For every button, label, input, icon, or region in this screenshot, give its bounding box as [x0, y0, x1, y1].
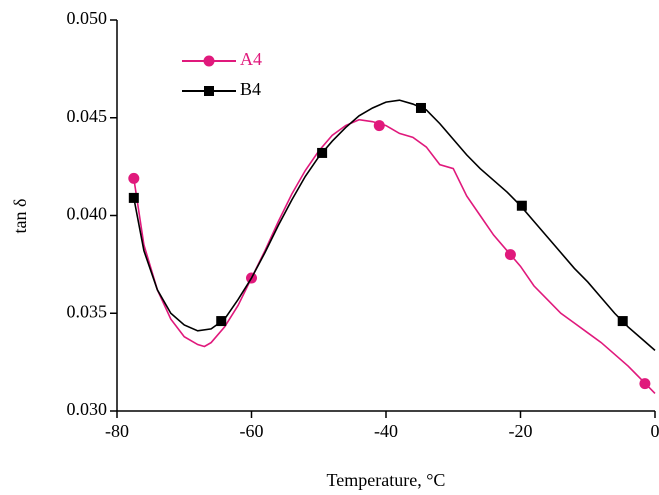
data-point — [617, 316, 628, 327]
y-tick-label: 0.030 — [67, 399, 108, 419]
x-tick-label: -40 — [374, 421, 398, 441]
y-tick-label: 0.050 — [67, 8, 108, 28]
data-point — [128, 192, 139, 203]
legend-label: A4 — [240, 49, 262, 69]
data-point — [639, 378, 651, 390]
x-axis-label: Temperature, °C — [327, 470, 446, 490]
data-point — [516, 200, 527, 211]
series-line — [133, 118, 656, 394]
y-axis-label: tan δ — [10, 199, 30, 234]
y-tick-label: 0.045 — [67, 106, 108, 126]
series-line — [133, 99, 656, 351]
y-tick-label: 0.035 — [67, 301, 108, 321]
x-tick-label: -80 — [105, 421, 129, 441]
data-point — [415, 102, 426, 113]
data-point — [504, 249, 516, 261]
data-point — [216, 316, 227, 327]
y-tick-label: 0.040 — [67, 204, 108, 224]
data-point — [373, 120, 385, 132]
x-tick-label: -20 — [509, 421, 533, 441]
legend-marker — [203, 55, 215, 67]
legend-marker — [204, 86, 214, 96]
data-point — [317, 147, 328, 158]
x-tick-label: 0 — [651, 421, 659, 441]
legend-label: B4 — [240, 79, 261, 99]
x-tick-label: -60 — [240, 421, 264, 441]
data-point — [128, 172, 140, 184]
